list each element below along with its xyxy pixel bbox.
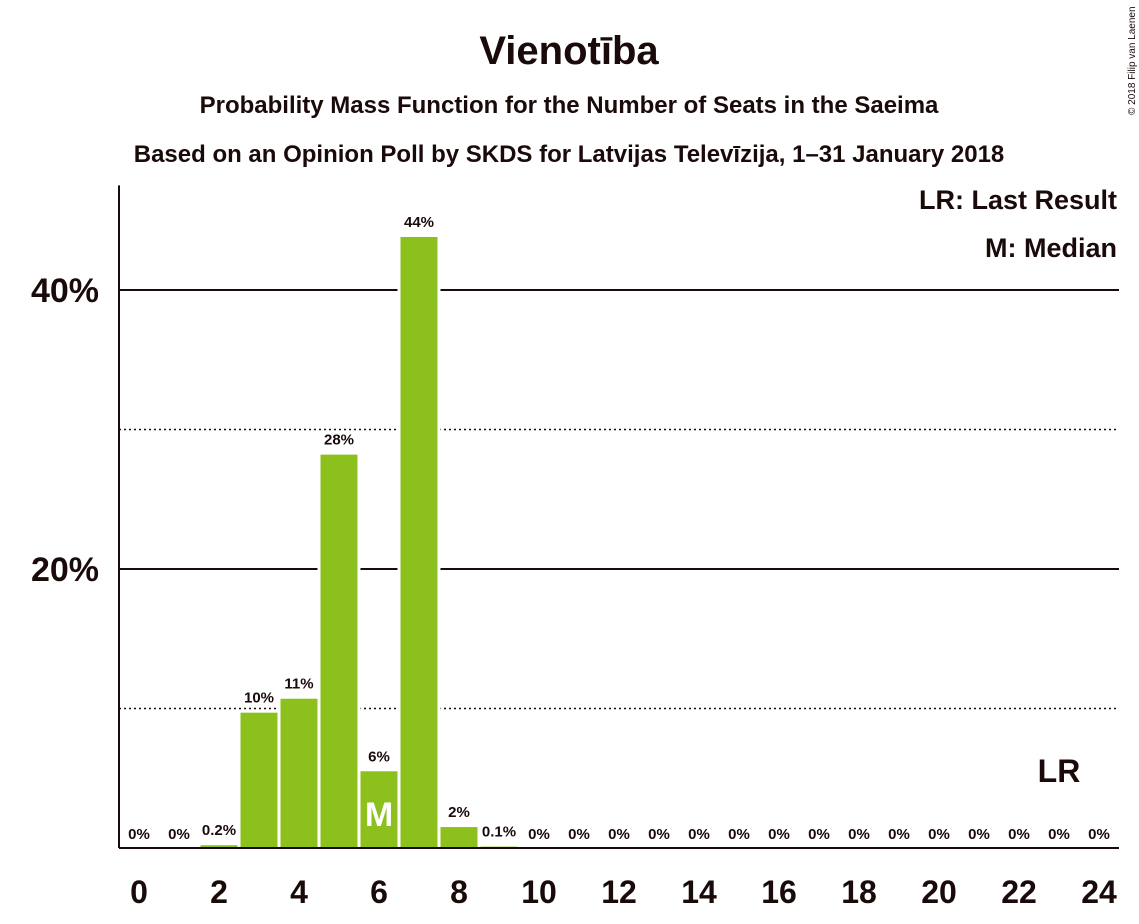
- bar-value-label: 0%: [648, 826, 670, 843]
- legend-median: M: Median: [985, 233, 1117, 263]
- bar-value-label: 0%: [168, 826, 190, 843]
- chart-subtitle-source: Based on an Opinion Poll by SKDS for Lat…: [134, 141, 1005, 168]
- bar-value-label: 0%: [888, 826, 910, 843]
- bar-value-labels: 0% 0% 0.2% 10% 11% 28% 6% 44% 2% 0.1% 0% 0% 0% 0% 0% 0%…: [128, 214, 1110, 843]
- bar-value-label: 0%: [1008, 826, 1030, 843]
- x-tick-label: 4: [290, 874, 308, 910]
- bar-value-label: 0%: [728, 826, 750, 843]
- y-axis: 20% 40%: [31, 185, 120, 848]
- bar-value-label: 44%: [404, 214, 434, 231]
- x-tick-label: 20: [921, 874, 957, 910]
- bar-value-label: 11%: [284, 676, 313, 693]
- bar-gap: [197, 842, 241, 848]
- bar-value-label: 0%: [768, 826, 790, 843]
- x-tick-label: 6: [370, 874, 388, 910]
- bar-value-label: 10%: [244, 690, 274, 707]
- bar-value-label: 28%: [324, 432, 354, 449]
- chart-subtitle: Probability Mass Function for the Number…: [200, 92, 939, 119]
- bar-value-label: 0%: [528, 826, 550, 843]
- bar-value-label: 0.2%: [202, 822, 236, 839]
- legend: LR: Last Result M: Median: [919, 185, 1117, 263]
- bar-value-label: 0%: [1048, 826, 1070, 843]
- bar: [400, 236, 438, 849]
- x-tick-label: 24: [1081, 874, 1117, 910]
- chart-title: Vienotība: [479, 29, 659, 73]
- x-tick-label: 2: [210, 874, 228, 910]
- bar-value-label: 0%: [568, 826, 590, 843]
- bar-gap: [477, 843, 521, 848]
- bar-value-label: 0%: [1088, 826, 1110, 843]
- y-tick-label: 20%: [31, 551, 99, 589]
- bar: [280, 698, 318, 848]
- bar: [360, 771, 398, 848]
- bars: [197, 233, 521, 849]
- bar-value-label: 0%: [848, 826, 870, 843]
- bar-value-label: 6%: [368, 748, 390, 765]
- bar-value-label: 0%: [808, 826, 830, 843]
- x-tick-label: 22: [1001, 874, 1037, 910]
- bar-value-label: 0%: [968, 826, 990, 843]
- y-tick-label: 40%: [31, 272, 99, 310]
- bar-value-label: 0%: [128, 826, 150, 843]
- median-marker: M: [365, 796, 393, 834]
- x-axis: 0 2 4 6 8 10 12 14 16 18 20 22 24: [119, 847, 1119, 910]
- x-tick-label: 16: [761, 874, 797, 910]
- bar-value-label: 2%: [448, 804, 470, 821]
- bar: [200, 845, 238, 848]
- bar: [440, 827, 478, 848]
- x-tick-label: 18: [841, 874, 877, 910]
- copyright-notice: © 2018 Filip van Laenen: [1127, 6, 1138, 115]
- bar: [240, 712, 278, 848]
- legend-last-result: LR: Last Result: [919, 185, 1117, 215]
- x-tick-label: 0: [130, 874, 148, 910]
- bar: [320, 454, 358, 848]
- x-tick-label: 8: [450, 874, 468, 910]
- bar-value-label: 0%: [928, 826, 950, 843]
- bar-value-label: 0%: [688, 826, 710, 843]
- bar-value-label: 0.1%: [482, 824, 516, 841]
- x-tick-label: 10: [521, 874, 557, 910]
- x-tick-label: 14: [681, 874, 717, 910]
- last-result-marker: LR: [1038, 753, 1081, 789]
- x-tick-label: 12: [601, 874, 637, 910]
- bar-value-label: 0%: [608, 826, 630, 843]
- gridlines: [119, 289, 1119, 710]
